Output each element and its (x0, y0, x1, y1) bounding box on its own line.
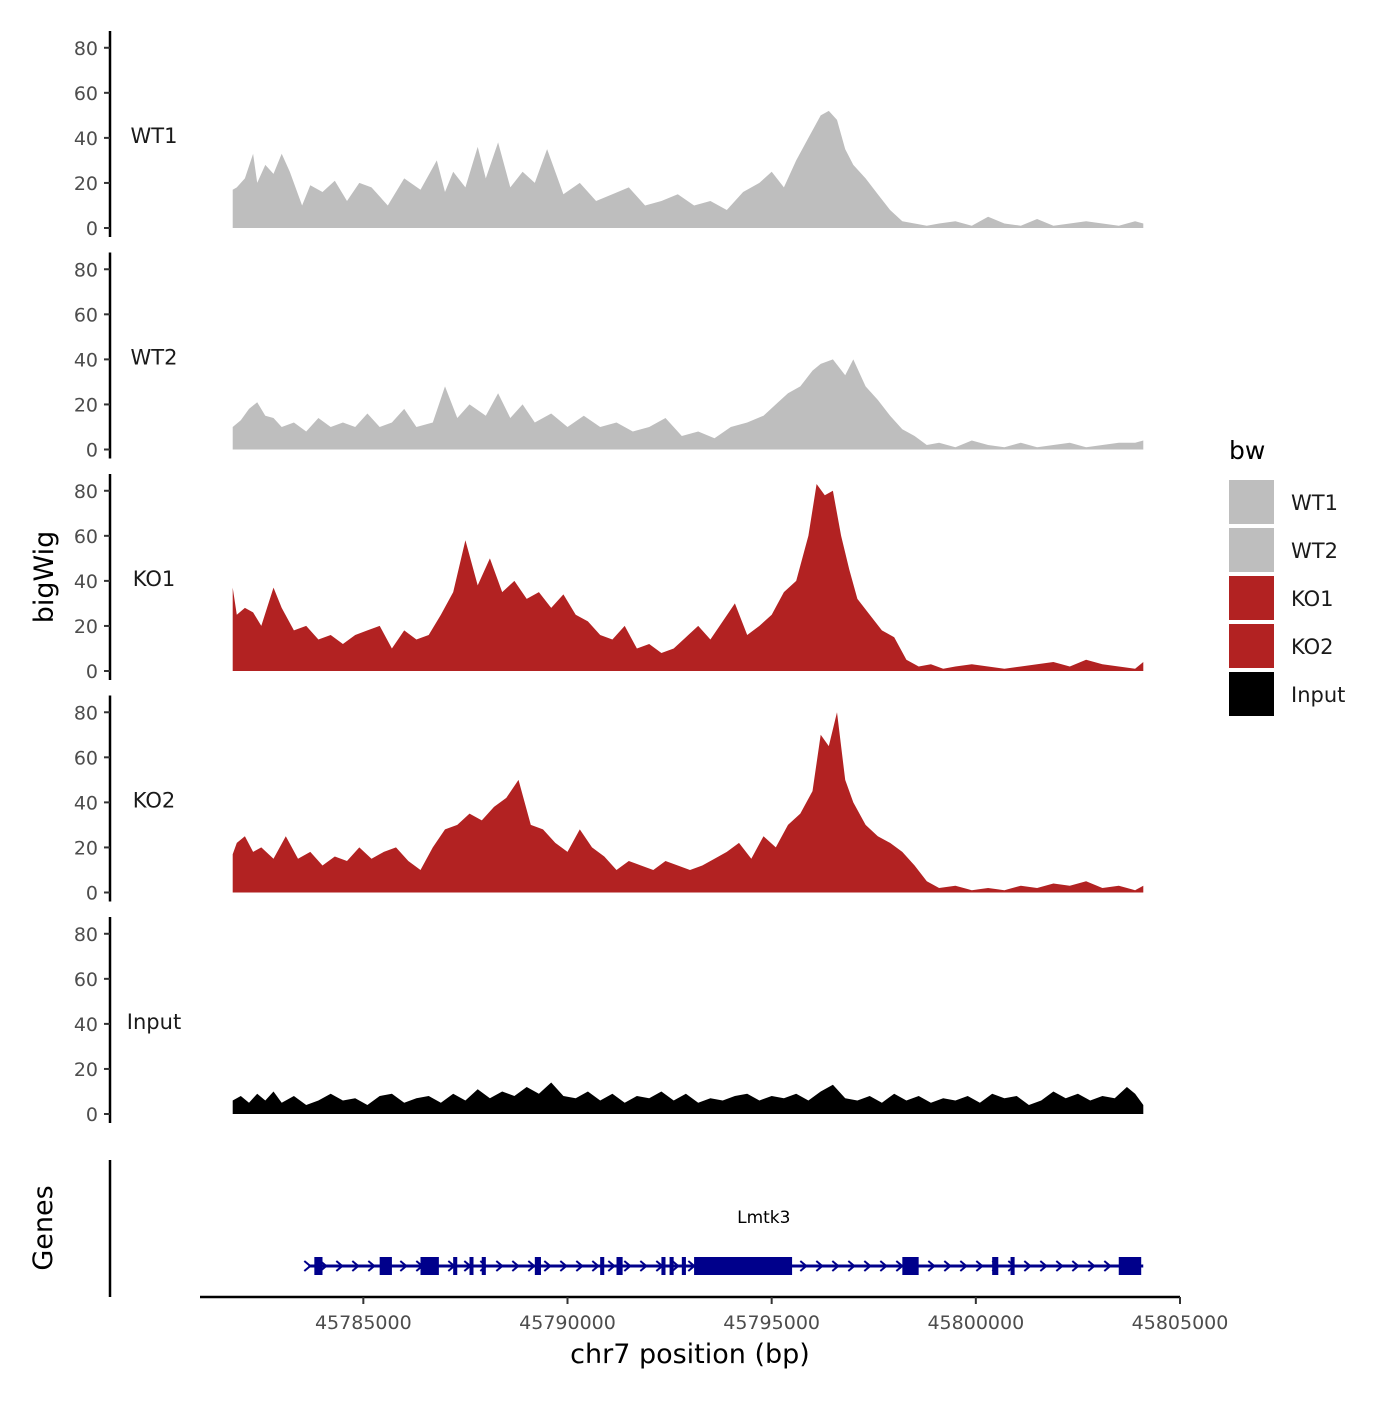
y-tick-label-ko2-20: 20 (74, 837, 98, 859)
y-tick-label-wt2-40: 40 (74, 349, 98, 371)
track-label-wt1: WT1 (131, 124, 178, 148)
x-tick-label-45785000: 45785000 (315, 1312, 412, 1334)
y-tick-label-wt1-80: 80 (74, 38, 98, 60)
legend-swatch-input (1229, 672, 1274, 716)
area-input (232, 1082, 1144, 1114)
track-label-wt2: WT2 (131, 345, 178, 369)
y-tick-label-ko2-60: 60 (74, 747, 98, 769)
gene-name-label: Lmtk3 (737, 1208, 790, 1228)
y-tick-label-wt2-0: 0 (86, 440, 98, 462)
y-tick-label-wt1-0: 0 (86, 218, 98, 240)
y-tick-label-ko1-0: 0 (86, 661, 98, 683)
x-tick-label-45800000: 45800000 (927, 1312, 1024, 1334)
gene-exon-6 (481, 1257, 486, 1275)
legend-label-wt1: WT1 (1291, 491, 1338, 515)
y-tick-label-ko1-20: 20 (74, 616, 98, 638)
gene-exon-12 (681, 1257, 686, 1275)
x-tick-label-45790000: 45790000 (519, 1312, 616, 1334)
y-tick-label-input-20: 20 (74, 1059, 98, 1081)
gene-exon-8 (600, 1257, 605, 1275)
legend-swatch-wt1 (1229, 480, 1274, 524)
x-tick-label-45795000: 45795000 (723, 1312, 820, 1334)
y-tick-label-ko2-0: 0 (86, 883, 98, 905)
area-wt1 (232, 110, 1144, 228)
legend-label-ko2: KO2 (1291, 635, 1334, 659)
gene-exon-9 (616, 1257, 623, 1275)
legend-swatch-ko1 (1229, 576, 1274, 620)
legend-swatch-wt2 (1229, 528, 1274, 572)
genes-track-title: Genes (28, 1185, 59, 1270)
track-label-ko1: KO1 (133, 567, 176, 591)
gene-exon-15 (992, 1257, 999, 1275)
gene-exon-7 (534, 1257, 541, 1275)
track-label-ko2: KO2 (133, 788, 176, 812)
y-tick-label-ko2-40: 40 (74, 792, 98, 814)
y-tick-label-ko1-80: 80 (74, 481, 98, 503)
y-axis-title: bigWig (29, 531, 60, 624)
gene-exon-16 (1010, 1257, 1015, 1275)
y-tick-label-input-80: 80 (74, 924, 98, 946)
y-tick-label-wt2-20: 20 (74, 394, 98, 416)
gene-exon-3 (420, 1257, 439, 1275)
legend-swatch-ko2 (1229, 624, 1274, 668)
gene-exon-5 (469, 1257, 474, 1275)
y-tick-label-ko1-60: 60 (74, 526, 98, 548)
x-axis-title: chr7 position (bp) (570, 1339, 810, 1370)
gene-exon-4 (453, 1257, 458, 1275)
y-tick-label-input-40: 40 (74, 1014, 98, 1036)
legend-label-wt2: WT2 (1291, 539, 1338, 563)
legend-label-ko1: KO1 (1291, 587, 1334, 611)
y-tick-label-ko2-80: 80 (74, 702, 98, 724)
y-tick-label-wt1-60: 60 (74, 83, 98, 105)
y-tick-label-wt1-40: 40 (74, 128, 98, 150)
gene-exon-17 (1118, 1257, 1142, 1275)
y-tick-label-input-60: 60 (74, 969, 98, 991)
gene-exon-10 (661, 1257, 666, 1275)
gene-exon-13 (694, 1257, 793, 1275)
legend-title: bw (1229, 436, 1265, 465)
area-ko2 (232, 712, 1144, 893)
gene-exon-11 (669, 1257, 674, 1275)
y-tick-label-wt2-80: 80 (74, 259, 98, 281)
y-tick-label-wt1-20: 20 (74, 173, 98, 195)
y-tick-label-input-0: 0 (86, 1104, 98, 1126)
gene-exon-2 (379, 1257, 392, 1275)
y-tick-label-ko1-40: 40 (74, 571, 98, 593)
legend-label-input: Input (1291, 683, 1345, 707)
area-ko1 (232, 484, 1144, 671)
track-label-input: Input (127, 1010, 181, 1034)
y-tick-label-wt2-60: 60 (74, 304, 98, 326)
x-tick-label-45805000: 45805000 (1132, 1312, 1229, 1334)
area-wt2 (232, 359, 1144, 450)
gene-exon-14 (902, 1257, 919, 1275)
gene-exon-1 (314, 1257, 323, 1275)
